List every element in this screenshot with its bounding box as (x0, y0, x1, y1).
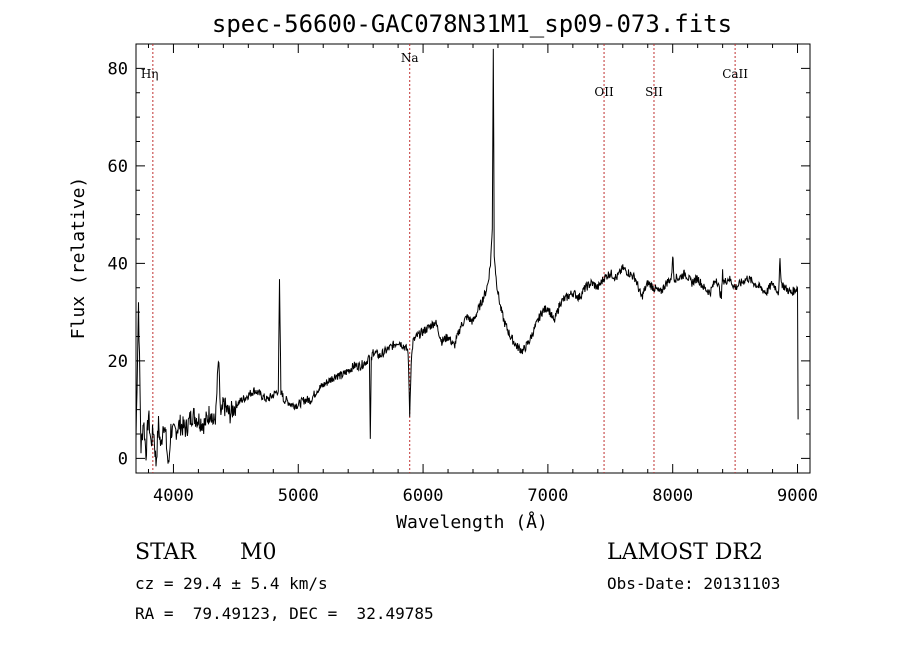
line-marker-label: OII (594, 85, 614, 99)
observation-date: Obs-Date: 20131103 (607, 574, 781, 593)
x-tick-label: 7000 (527, 486, 568, 506)
spectrum-line (135, 48, 799, 467)
object-class: STAR (135, 540, 196, 565)
x-tick-label: 6000 (403, 486, 444, 506)
coordinates: RA = 79.49123, DEC = 32.49785 (135, 604, 434, 623)
object-subclass: M0 (240, 540, 277, 565)
x-tick-label: 9000 (777, 486, 818, 506)
line-marker-label: CaII (722, 67, 748, 81)
y-tick-label: 20 (108, 352, 128, 372)
line-marker-label: Hη (141, 67, 159, 81)
y-axis-label: Flux (relative) (68, 177, 89, 340)
x-tick-label: 8000 (652, 486, 693, 506)
x-axis-ticks: 4000 5000 6000 7000 8000 9000 (147, 44, 818, 506)
chart-title: spec-56600-GAC078N31M1_sp09-073.fits (212, 10, 732, 38)
redshift-cz: cz = 29.4 ± 5.4 km/s (135, 574, 328, 593)
x-tick-label: 5000 (278, 486, 319, 506)
y-axis-ticks: 0 20 40 60 80 (108, 43, 810, 469)
survey-name: LAMOST DR2 (607, 540, 763, 565)
y-tick-label: 60 (108, 157, 128, 177)
x-tick-label: 4000 (153, 486, 194, 506)
x-axis-label: Wavelength (Å) (396, 511, 548, 533)
line-marker-label: SII (645, 85, 663, 99)
spectrum-series (135, 48, 799, 467)
y-tick-label: 40 (108, 254, 128, 274)
y-tick-label: 0 (118, 449, 128, 469)
line-marker-label: Na (401, 51, 419, 65)
y-tick-label: 80 (108, 59, 128, 79)
plot-frame (135, 43, 811, 474)
